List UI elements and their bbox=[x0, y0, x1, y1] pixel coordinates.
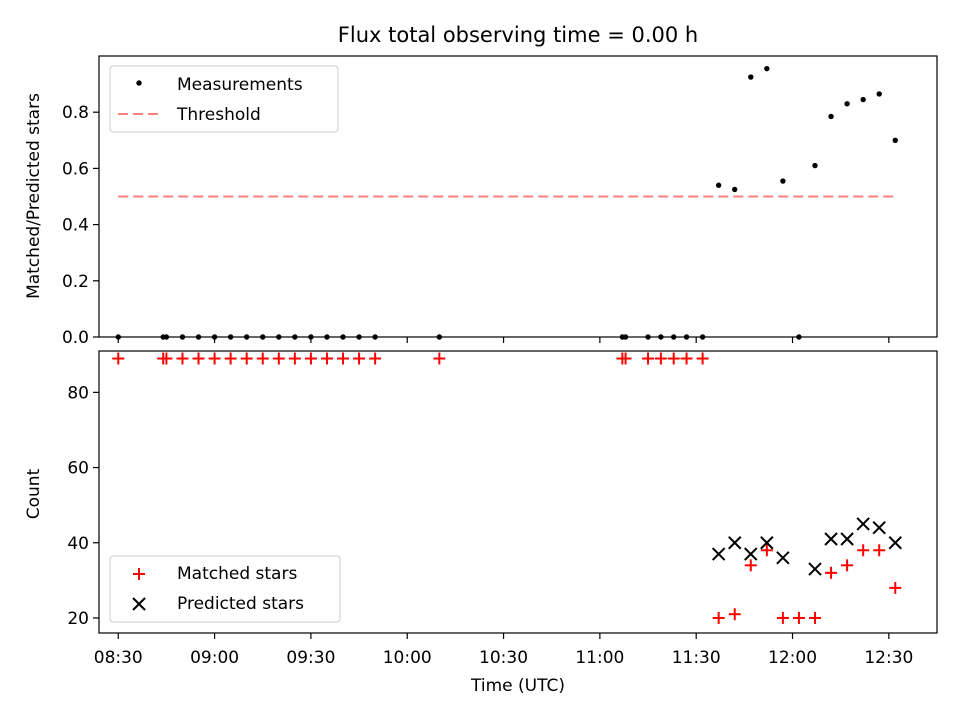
predicted-star-point bbox=[856, 517, 870, 531]
top-y-tick-label: 0.8 bbox=[62, 103, 89, 123]
bottom-y-tick-label: 60 bbox=[67, 459, 89, 479]
matched-star-point bbox=[792, 611, 805, 624]
predicted-star-point bbox=[776, 551, 790, 565]
top-y-tick-label: 0.6 bbox=[62, 159, 89, 179]
predicted-star-point bbox=[872, 521, 886, 535]
matched-star-point bbox=[304, 352, 317, 365]
matched-star-point bbox=[272, 352, 285, 365]
top-y-tick-label: 0.4 bbox=[62, 216, 89, 236]
x-tick-label: 10:30 bbox=[479, 648, 528, 668]
matched-star-point bbox=[825, 566, 838, 579]
top-legend: Measurements Threshold bbox=[109, 65, 339, 133]
measurement-point bbox=[844, 101, 850, 107]
matched-star-point bbox=[776, 611, 789, 624]
matched-star-point bbox=[160, 352, 173, 365]
matched-star-point bbox=[240, 352, 253, 365]
x-tick-label: 09:00 bbox=[190, 648, 239, 668]
x-tick-label: 11:00 bbox=[575, 648, 624, 668]
x-axis-label: Time (UTC) bbox=[470, 676, 565, 696]
legend-predicted-stars-label: Predicted stars bbox=[177, 594, 304, 614]
matched-star-point bbox=[808, 611, 821, 624]
top-y-tick-label: 0.0 bbox=[62, 328, 89, 348]
measurement-point bbox=[860, 96, 866, 103]
predicted-star-point bbox=[760, 536, 774, 550]
measurement-point bbox=[876, 91, 882, 97]
matched-star-point bbox=[288, 352, 301, 365]
matched-star-point bbox=[728, 608, 741, 621]
predicted-star-point bbox=[888, 536, 902, 550]
top-panel-frame bbox=[98, 55, 938, 338]
x-tick-label: 12:00 bbox=[768, 648, 817, 668]
matched-star-point bbox=[176, 352, 189, 365]
measurement-point bbox=[732, 186, 738, 193]
top-panel: 0.00.20.40.60.8 Matched/Predicted stars … bbox=[24, 55, 938, 348]
predicted-star-point bbox=[711, 547, 726, 561]
matched-star-point bbox=[337, 352, 350, 365]
chart-title: Flux total observing time = 0.00 h bbox=[338, 23, 698, 47]
predicted-star-point bbox=[744, 547, 758, 561]
legend-threshold-label: Threshold bbox=[176, 105, 261, 125]
matched-star-point bbox=[224, 352, 237, 365]
matched-star-point bbox=[654, 352, 667, 365]
matched-star-point bbox=[433, 352, 446, 365]
predicted-star-point bbox=[824, 532, 838, 546]
legend-matched-stars-label: Matched stars bbox=[177, 564, 297, 584]
legend-predicted-stars-marker bbox=[132, 597, 146, 611]
matched-star-point bbox=[889, 581, 902, 594]
matched-star-point bbox=[744, 559, 757, 572]
bottom-y-tick-label: 20 bbox=[67, 609, 89, 629]
matched-star-point bbox=[696, 352, 709, 365]
bottom-legend: Matched stars Predicted stars bbox=[109, 555, 341, 623]
matched-star-point bbox=[112, 352, 125, 365]
x-tick-label: 11:30 bbox=[672, 648, 721, 668]
matched-star-point bbox=[667, 352, 680, 365]
bottom-panel-frame bbox=[98, 350, 938, 634]
top-y-axis-label: Matched/Predicted stars bbox=[24, 93, 44, 299]
bottom-panel: 20 40 60 80 08:30 09:00 09:30 10:00 10:30 11:00 1… bbox=[24, 350, 938, 696]
measurement-point bbox=[764, 65, 770, 72]
matched-star-point bbox=[712, 611, 725, 624]
matched-star-point bbox=[320, 352, 333, 365]
measurement-point bbox=[748, 74, 754, 80]
predicted-star-point bbox=[808, 562, 822, 576]
predicted-star-point bbox=[728, 536, 742, 550]
legend-matched-stars-marker bbox=[133, 568, 145, 580]
matched-star-point bbox=[680, 352, 693, 365]
matched-star-point bbox=[873, 544, 886, 557]
measurement-point bbox=[828, 113, 834, 120]
x-tick-label: 08:30 bbox=[94, 648, 143, 668]
matched-star-point bbox=[353, 352, 366, 365]
matched-star-point bbox=[256, 352, 269, 365]
matched-star-point bbox=[192, 352, 205, 365]
legend-measurements-marker bbox=[136, 80, 142, 86]
legend-measurements-label: Measurements bbox=[177, 75, 303, 95]
matched-star-point bbox=[760, 544, 773, 557]
x-tick-label: 12:30 bbox=[864, 648, 913, 668]
measurement-point bbox=[892, 137, 898, 143]
bottom-y-tick-label: 80 bbox=[67, 383, 89, 403]
predicted-star-point bbox=[840, 532, 854, 546]
matched-star-point bbox=[369, 352, 382, 365]
bottom-y-axis-label: Count bbox=[24, 468, 44, 519]
matched-star-point bbox=[857, 544, 870, 557]
measurement-point bbox=[780, 178, 786, 184]
x-tick-label: 10:00 bbox=[383, 648, 432, 668]
bottom-y-tick-label: 40 bbox=[67, 534, 89, 554]
matched-star-point bbox=[841, 559, 854, 572]
matched-star-point bbox=[208, 352, 221, 365]
measurement-point bbox=[715, 182, 722, 188]
measurement-point bbox=[812, 162, 818, 169]
top-y-tick-label: 0.2 bbox=[62, 272, 89, 292]
matched-star-point bbox=[642, 352, 655, 365]
matched-star-point bbox=[619, 352, 632, 365]
x-tick-label: 09:30 bbox=[286, 648, 335, 668]
